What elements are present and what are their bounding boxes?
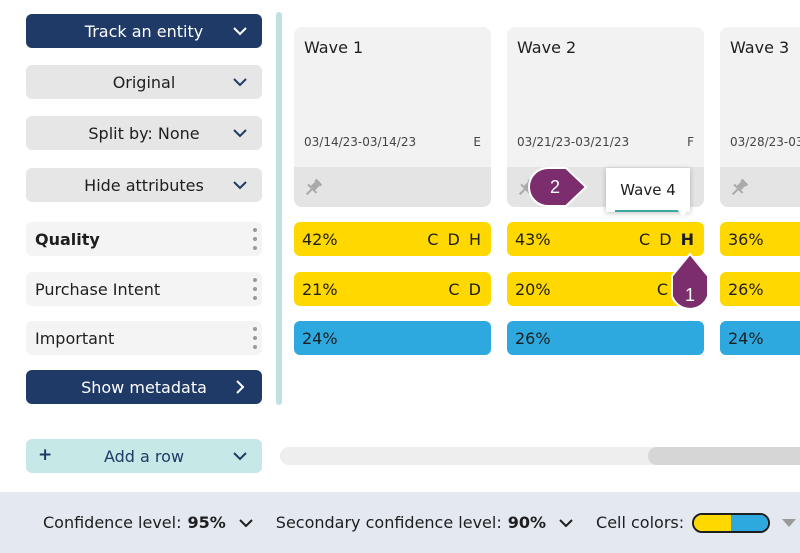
cell-wave2-important[interactable]: 26% [507,321,704,355]
step-marker-2-label: 2 [550,177,560,197]
wave-pin-bar [720,167,800,207]
cell-percent: 42% [302,229,338,249]
confidence-value: 95% [187,513,226,532]
hide-attributes-label: Hide attributes [84,175,204,195]
horizontal-scrollbar[interactable] [280,447,800,465]
original-label: Original [112,72,176,92]
cell-wave2-quality[interactable]: 43% C D H [507,222,704,256]
secondary-confidence-value: 90% [507,513,547,532]
cell-percent: 26% [515,328,551,348]
tooltip-tail [676,208,690,217]
wave-letter: F [687,135,694,149]
row-label-text: Important [35,328,115,348]
cell-colors-label: Cell colors: [596,513,685,532]
add-row-label: Add a row [103,446,185,466]
cell-percent: 24% [728,328,764,348]
original-dropdown[interactable]: Original [26,65,262,99]
plus-icon: + [38,445,53,465]
cell-wave1-important[interactable]: 24% [294,321,491,355]
wave-tooltip: Wave 4 [606,168,690,212]
show-metadata-label: Show metadata [81,377,207,397]
confidence-label: Confidence level: [43,513,182,532]
cell-colors-dropdown[interactable]: Cell colors: [596,512,797,533]
chevron-down-icon [232,177,248,193]
cell-percent: 36% [728,229,764,249]
letter-bold[interactable]: H [680,229,696,249]
step-marker-2: 2 [528,167,588,207]
caret-down-icon[interactable] [782,518,797,527]
row-label-purchase-intent[interactable]: Purchase Intent [26,272,262,306]
wave-title: Wave 1 [304,38,364,57]
more-options-icon[interactable] [252,228,258,250]
swatch-blue [731,514,769,531]
more-options-icon[interactable] [252,278,258,300]
cell-wave1-quality[interactable]: 42% C D H [294,222,491,256]
scrollbar-thumb[interactable] [648,447,800,465]
cell-wave3-quality[interactable]: 36% [720,222,800,256]
wave-date-range: 03/28/23-03 [730,135,800,149]
wave-letter: E [473,135,481,149]
confidence-level-dropdown[interactable]: Confidence level: 95% [43,513,254,532]
tooltip-text: Wave 4 [620,181,676,199]
letters-regular: C D [638,229,674,249]
split-by-dropdown[interactable]: Split by: None [26,116,262,150]
track-entity-label: Track an entity [84,21,204,41]
secondary-confidence-label: Secondary confidence level: [275,513,502,532]
cell-wave1-purchase-intent[interactable]: 21% C D [294,272,491,306]
show-metadata-button[interactable]: Show metadata [26,370,262,404]
step-marker-1: 1 [671,252,709,310]
secondary-confidence-dropdown[interactable]: Secondary confidence level: 90% [276,513,574,532]
wave-pin-bar [294,167,491,207]
cell-wave3-purchase-intent[interactable]: 26% [720,272,800,306]
chevron-right-icon [232,379,248,395]
step-marker-1-label: 1 [685,285,695,305]
chevron-down-icon [232,448,248,464]
wave-card-3[interactable]: Wave 3 03/28/23-03 [720,27,800,207]
cell-percent: 24% [302,328,338,348]
bottom-settings-bar: Confidence level: 95% Secondary confiden… [0,492,800,553]
chevron-down-icon [238,515,254,531]
cell-colors-swatch[interactable] [692,512,771,533]
panel-divider[interactable] [276,12,282,405]
row-label-quality[interactable]: Quality [26,222,262,256]
wave-date-range: 03/14/23-03/14/23 [304,135,417,149]
chevron-down-icon [558,515,574,531]
significance-letters: C [656,279,670,299]
pin-icon[interactable] [302,177,324,199]
swatch-yellow [694,514,732,531]
row-label-important[interactable]: Important [26,321,262,355]
chevron-down-icon [232,125,248,141]
cell-percent: 26% [728,279,764,299]
wave-date-range: 03/21/23-03/21/23 [517,135,630,149]
wave-title: Wave 2 [517,38,577,57]
cell-wave3-important[interactable]: 24% [720,321,800,355]
significance-letters: C D H [639,230,696,249]
pin-icon[interactable] [728,177,750,199]
track-entity-dropdown[interactable]: Track an entity [26,14,262,48]
significance-letters: C D H [427,229,483,249]
more-options-icon[interactable] [252,327,258,349]
split-by-label: Split by: None [88,123,200,143]
cell-percent: 20% [515,279,551,299]
wave-title: Wave 3 [730,38,790,57]
row-label-text: Purchase Intent [35,279,161,299]
add-row-dropdown[interactable]: + Add a row [26,439,262,473]
wave-card-1[interactable]: Wave 1 03/14/23-03/14/23 E [294,27,491,207]
hide-attributes-dropdown[interactable]: Hide attributes [26,168,262,202]
chevron-down-icon [232,74,248,90]
significance-letters: C D [448,279,483,299]
row-label-text: Quality [35,229,100,249]
chevron-down-icon [232,23,248,39]
cell-percent: 43% [515,229,551,249]
cell-percent: 21% [302,279,338,299]
